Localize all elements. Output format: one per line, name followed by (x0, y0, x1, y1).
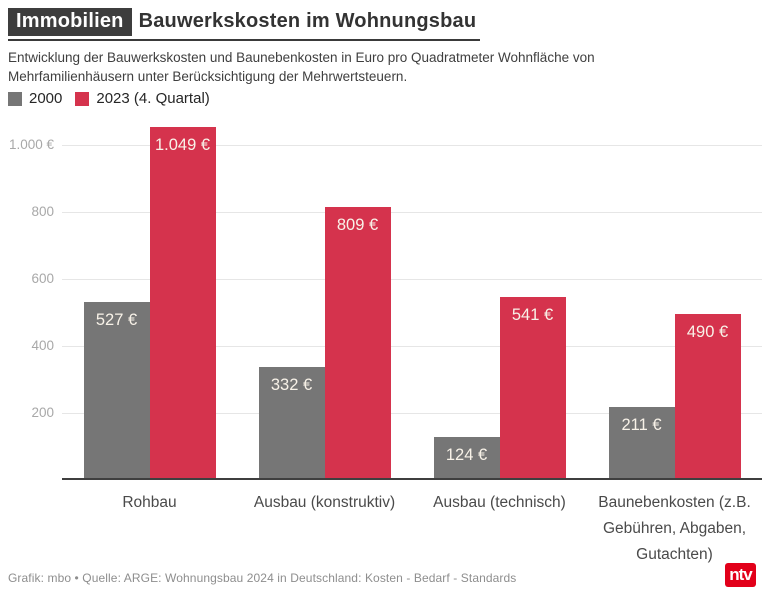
bar-chart: 527 € 1.049 € 332 € 809 € 124 € 541 € 211 € 490… (0, 112, 771, 563)
bar-2000-4: 211 € (608, 407, 675, 478)
source-credit: Grafik: mbo • Quelle: ARGE: Wohnungsbau … (8, 571, 517, 585)
y-tick-label: 400 (31, 338, 54, 354)
bar-2023-3: 541 € (499, 297, 566, 478)
gridline (62, 346, 762, 348)
legend-swatch-gray (8, 91, 22, 106)
ntv-logo-text: ntv (729, 564, 752, 584)
bar-value-label: 124 € (445, 445, 488, 464)
gridline (62, 279, 762, 281)
bar-2000-3: 124 € (433, 436, 500, 478)
x-tick-label: Ausbau (technisch) (433, 494, 566, 511)
bar-value-label: 211 € (621, 416, 662, 435)
legend-swatch-red (75, 91, 90, 106)
bar-2000-1: 527 € (83, 301, 150, 478)
y-tick-label: 600 (31, 271, 54, 287)
bar-2023-2: 809 € (324, 207, 391, 478)
bar-2023-4: 490 € (674, 314, 741, 478)
chart-title: Bauwerkskosten im Wohnungsbau (138, 10, 477, 32)
kicker-badge: Immobilien (8, 8, 132, 36)
gridline (62, 212, 762, 214)
x-tick-label: Baunebenkosten (z.B. Gebühren, Abgaben, … (598, 494, 751, 563)
legend-item-2000: 2000 (8, 90, 62, 107)
bar-value-label: 809 € (336, 216, 379, 235)
ntv-logo: ntv (725, 563, 756, 587)
bar-value-label: 1.049 € (154, 136, 211, 155)
gridline (62, 145, 762, 147)
x-tick-label: Ausbau (konstruktiv) (253, 494, 396, 511)
title-row: Immobilien Bauwerkskosten im Wohnungsbau (8, 8, 481, 41)
y-tick-label: 1.000 € (8, 137, 54, 153)
bar-value-label: 490 € (686, 323, 729, 342)
bar-2023-1: 1.049 € (149, 127, 216, 478)
legend-label-2023: 2023 (4. Quartal) (96, 90, 210, 107)
legend-label-2000: 2000 (29, 90, 63, 107)
plot-area: 527 € 1.049 € 332 € 809 € 124 € 541 € 211 € 490… (62, 112, 762, 480)
legend-item-2023: 2023 (4. Quartal) (75, 90, 210, 107)
bar-value-label: 541 € (511, 306, 554, 325)
bar-value-label: 332 € (270, 375, 313, 394)
bar-2000-2: 332 € (258, 366, 325, 478)
y-tick-label: 800 (31, 204, 54, 220)
gridline (62, 413, 762, 415)
y-tick-label: 200 (31, 405, 54, 421)
bar-value-label: 527 € (95, 310, 138, 329)
x-tick-label: Rohbau (122, 494, 177, 511)
chart-subtitle: Entwicklung der Bauwerkskosten und Baune… (8, 50, 595, 84)
legend: 2000 2023 (4. Quartal) (8, 90, 210, 107)
